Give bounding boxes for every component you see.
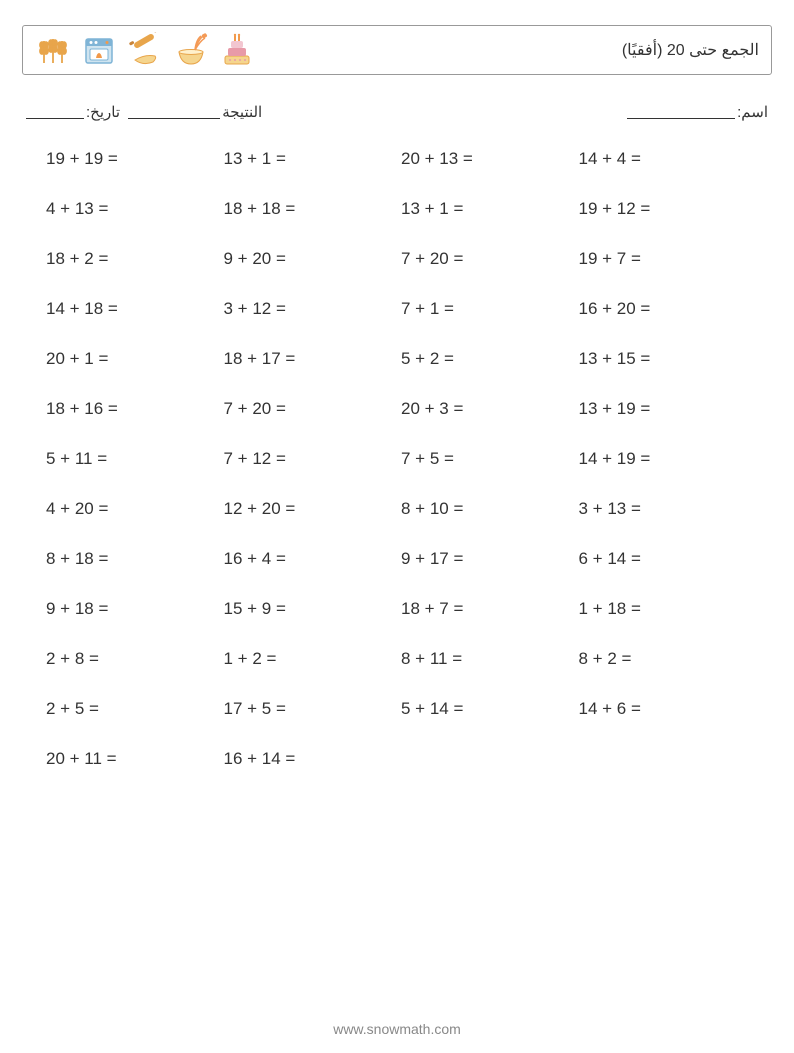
problem-cell[interactable]: 9 + 20 = [220, 249, 398, 269]
problem-cell[interactable]: 14 + 19 = [575, 449, 753, 469]
problem-cell[interactable]: 8 + 10 = [397, 499, 575, 519]
problem-cell[interactable]: 16 + 14 = [220, 749, 398, 769]
date-blank[interactable] [26, 105, 84, 119]
problem-cell[interactable]: 17 + 5 = [220, 699, 398, 719]
problem-cell[interactable]: 13 + 15 = [575, 349, 753, 369]
problem-cell[interactable]: 7 + 12 = [220, 449, 398, 469]
problem-cell[interactable]: 9 + 17 = [397, 549, 575, 569]
header-box: الجمع حتى 20 (أفقيًا) [22, 25, 772, 75]
problem-cell[interactable]: 7 + 20 = [397, 249, 575, 269]
footer-text: www.snowmath.com [0, 1021, 794, 1037]
name-label: اسم: [737, 103, 768, 121]
problem-cell[interactable]: 14 + 6 = [575, 699, 753, 719]
problem-cell[interactable]: 4 + 20 = [42, 499, 220, 519]
problem-cell[interactable]: 13 + 1 = [220, 149, 398, 169]
problem-cell[interactable]: 13 + 1 = [397, 199, 575, 219]
problem-cell[interactable]: 18 + 17 = [220, 349, 398, 369]
whisk-bowl-icon [173, 32, 209, 68]
problem-cell[interactable]: 20 + 3 = [397, 399, 575, 419]
problem-cell[interactable]: 19 + 19 = [42, 149, 220, 169]
problem-cell[interactable]: 20 + 11 = [42, 749, 220, 769]
problem-cell[interactable]: 2 + 8 = [42, 649, 220, 669]
problem-cell[interactable]: 16 + 20 = [575, 299, 753, 319]
problem-cell[interactable]: 18 + 2 = [42, 249, 220, 269]
problem-cell[interactable]: 7 + 5 = [397, 449, 575, 469]
problem-cell[interactable]: 8 + 18 = [42, 549, 220, 569]
icon-row [35, 32, 255, 68]
problem-cell[interactable]: 5 + 14 = [397, 699, 575, 719]
oven-icon [81, 32, 117, 68]
problem-cell[interactable]: 3 + 13 = [575, 499, 753, 519]
worksheet-title: الجمع حتى 20 (أفقيًا) [622, 40, 759, 60]
problem-cell[interactable]: 4 + 13 = [42, 199, 220, 219]
problem-cell[interactable]: 5 + 11 = [42, 449, 220, 469]
problem-cell[interactable]: 18 + 18 = [220, 199, 398, 219]
score-blank[interactable] [128, 105, 220, 119]
problem-cell[interactable]: 16 + 4 = [220, 549, 398, 569]
problem-cell[interactable]: 18 + 16 = [42, 399, 220, 419]
problem-cell[interactable]: 14 + 18 = [42, 299, 220, 319]
problem-cell[interactable]: 7 + 1 = [397, 299, 575, 319]
name-blank[interactable] [627, 105, 735, 119]
problem-cell[interactable]: 7 + 20 = [220, 399, 398, 419]
problems-grid: 19 + 19 =13 + 1 =20 + 13 =14 + 4 =4 + 13… [22, 149, 772, 769]
problem-cell[interactable]: 3 + 12 = [220, 299, 398, 319]
problem-cell[interactable]: 15 + 9 = [220, 599, 398, 619]
date-label: تاريخ: [86, 103, 120, 121]
cake-icon [219, 32, 255, 68]
score-label: النتيجة [222, 103, 262, 121]
problem-cell[interactable]: 20 + 1 = [42, 349, 220, 369]
rolling-pin-icon [127, 32, 163, 68]
name-field: اسم: [627, 103, 768, 121]
date-score-field: النتيجة تاريخ: [26, 103, 262, 121]
problem-cell[interactable]: 19 + 7 = [575, 249, 753, 269]
problem-cell[interactable]: 8 + 2 = [575, 649, 753, 669]
problem-cell[interactable]: 8 + 11 = [397, 649, 575, 669]
problem-cell[interactable]: 12 + 20 = [220, 499, 398, 519]
problem-cell[interactable]: 1 + 18 = [575, 599, 753, 619]
wheat-icon [35, 32, 71, 68]
problem-cell[interactable]: 2 + 5 = [42, 699, 220, 719]
problem-cell[interactable]: 13 + 19 = [575, 399, 753, 419]
info-row: اسم: النتيجة تاريخ: [22, 103, 772, 121]
problem-cell[interactable]: 14 + 4 = [575, 149, 753, 169]
problem-cell[interactable]: 6 + 14 = [575, 549, 753, 569]
problem-cell[interactable]: 18 + 7 = [397, 599, 575, 619]
problem-cell[interactable]: 5 + 2 = [397, 349, 575, 369]
problem-cell[interactable]: 9 + 18 = [42, 599, 220, 619]
problem-cell[interactable]: 20 + 13 = [397, 149, 575, 169]
problem-cell[interactable]: 19 + 12 = [575, 199, 753, 219]
problem-cell[interactable]: 1 + 2 = [220, 649, 398, 669]
